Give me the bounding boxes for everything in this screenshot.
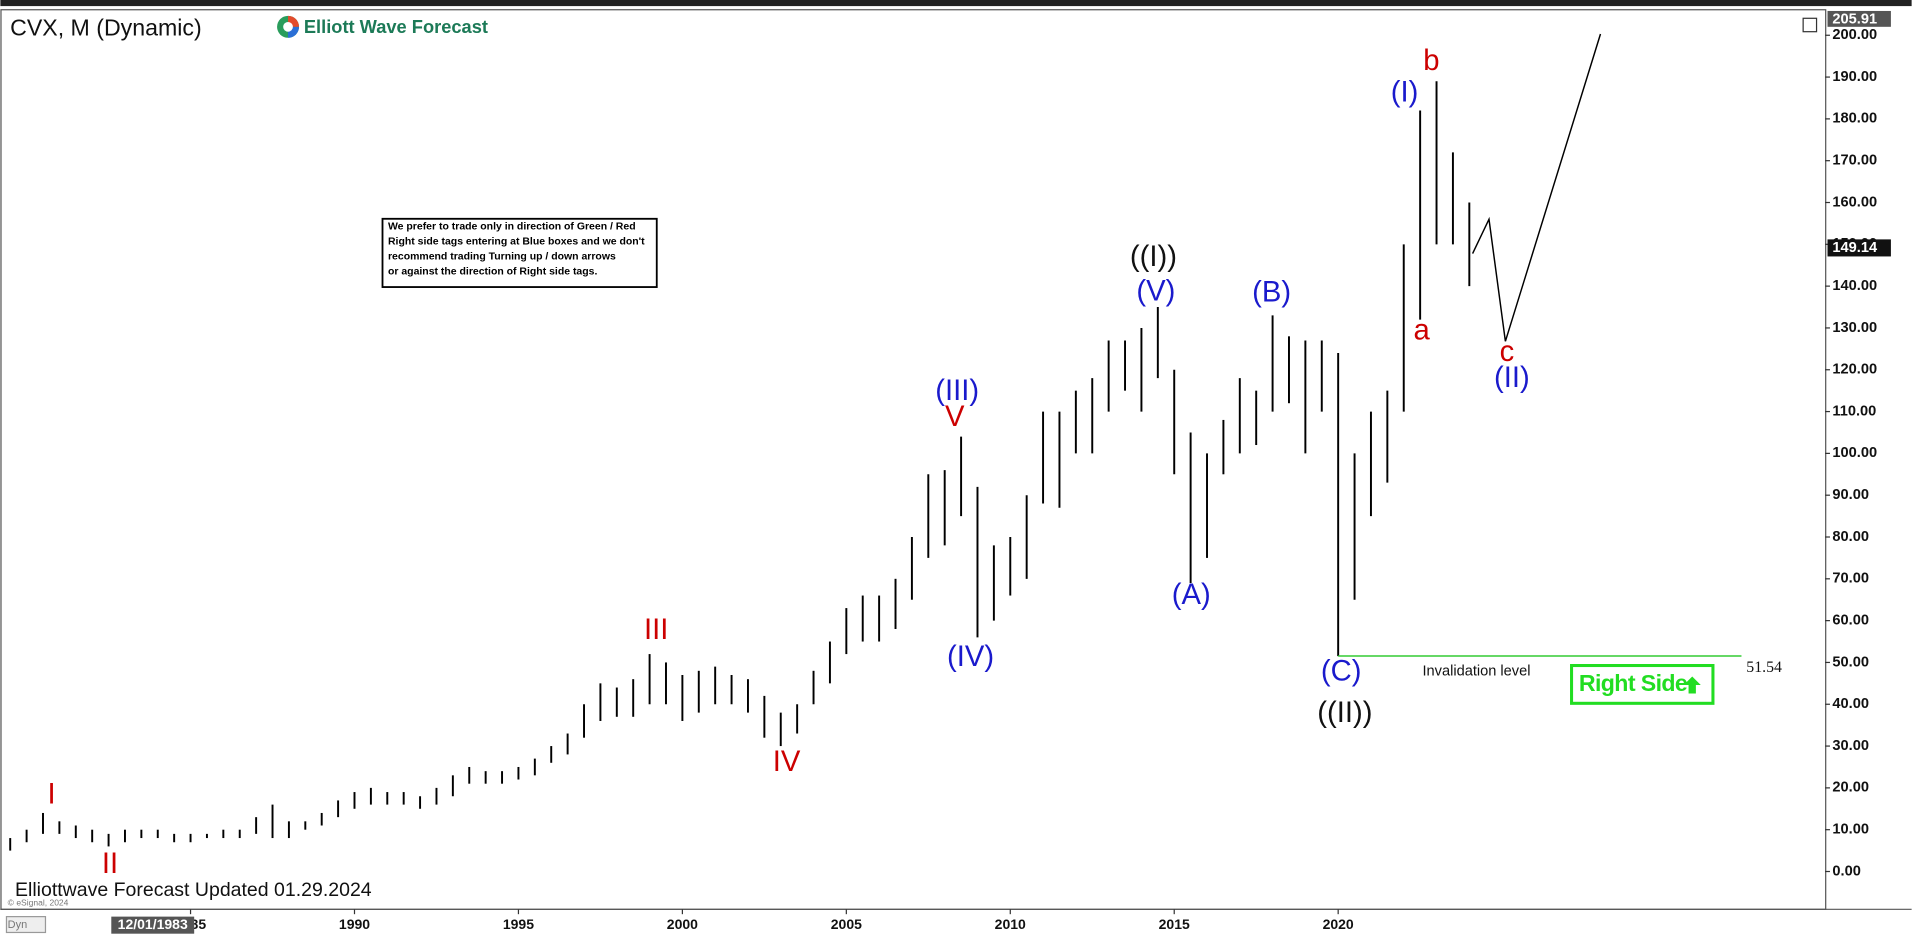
y-tick-label: 190.00 <box>1832 69 1877 85</box>
footer: Elliottwave Forecast Updated 01.29.2024 <box>15 879 372 901</box>
x-tick-label: 1995 <box>503 916 534 932</box>
wave-label: ((II)) <box>1317 697 1372 729</box>
note: We prefer to trade only in direction of … <box>388 221 645 277</box>
window-icon <box>1802 17 1818 33</box>
y-tick-label: 110.00 <box>1832 403 1876 419</box>
max-price-label: 205.91 <box>1832 11 1877 27</box>
brand-name: Elliott Wave Forecast <box>304 16 488 37</box>
x-tick-label: 2020 <box>1323 916 1354 932</box>
y-tick-label: 10.00 <box>1832 822 1869 838</box>
invalidation-label: Invalidation level <box>1422 664 1530 680</box>
y-tick-label: 20.00 <box>1832 780 1869 796</box>
mode-box <box>5 916 47 934</box>
invalidation-value: 51.54 <box>1746 659 1782 676</box>
x-tick-label: 2015 <box>1159 916 1190 932</box>
x-tick-label: 2000 <box>667 916 698 932</box>
wave-label: III <box>644 614 668 646</box>
x-tick-label: 2005 <box>831 916 862 932</box>
y-tick-label: 30.00 <box>1832 738 1869 754</box>
max-price-box <box>1827 10 1891 27</box>
y-tick-label: 120.00 <box>1832 362 1877 378</box>
wave-label: b <box>1423 45 1439 77</box>
note-line: We prefer to trade only in direction of … <box>388 221 636 232</box>
y-tick-label: 100.00 <box>1832 445 1877 461</box>
wave-label: (B) <box>1252 276 1291 308</box>
y-tick-label: 160.00 <box>1832 194 1877 210</box>
wave-label: I <box>47 779 55 811</box>
copyright: © eSignal, 2024 <box>8 897 69 907</box>
top-bar <box>0 0 1912 7</box>
wave-label: (I) <box>1391 77 1419 109</box>
y-tick-label: 70.00 <box>1832 571 1869 587</box>
wave-label: c <box>1500 336 1515 368</box>
wave-label: a <box>1413 314 1430 346</box>
wave-label: V <box>945 401 965 433</box>
note-line: recommend trading Turning up / down arro… <box>388 251 616 262</box>
note-box <box>381 217 658 288</box>
chart-title: CVX, M (Dynamic) <box>10 14 202 40</box>
wave-label: (V) <box>1136 275 1175 307</box>
plot <box>9 33 1742 851</box>
cursor-date: 12/01/1983 <box>118 916 188 932</box>
projection-line <box>1471 33 1602 342</box>
y-tick-label: 60.00 <box>1832 612 1869 628</box>
y-tick-label: 80.00 <box>1832 529 1869 545</box>
y-tick-label: 50.00 <box>1832 654 1869 670</box>
wave-label: (C) <box>1321 656 1362 688</box>
wave-label: (II) <box>1494 362 1530 394</box>
last-price-label: 149.14 <box>1832 240 1878 256</box>
wave-label: ((I)) <box>1130 241 1177 273</box>
wave-label: (A) <box>1172 579 1211 611</box>
y-tick-label: 40.00 <box>1832 696 1869 712</box>
y-tick-label: 180.00 <box>1832 111 1877 127</box>
note-line: or against the direction of Right side t… <box>388 266 597 277</box>
right-side-label: Right Side <box>1579 670 1688 696</box>
wave-label: II <box>102 848 118 880</box>
y-tick-label: 0.00 <box>1832 863 1860 879</box>
mode-label: Dyn <box>8 919 28 931</box>
wave-label: IV <box>773 746 801 778</box>
cursor-date-box <box>111 916 195 934</box>
y-tick-label: 170.00 <box>1832 153 1877 169</box>
wave-label: (III) <box>935 375 979 407</box>
y-tick-label: 140.00 <box>1832 278 1877 294</box>
y-tick-label: 200.00 <box>1832 27 1877 43</box>
y-tick-label: 130.00 <box>1832 320 1877 336</box>
last-price-box <box>1827 239 1891 257</box>
x-tick-label: 2010 <box>995 916 1026 932</box>
note-line: Right side tags entering at Blue boxes a… <box>388 236 645 247</box>
x-tick-label: 1990 <box>339 916 370 932</box>
y-tick-label: 90.00 <box>1832 487 1869 503</box>
wave-label: (IV) <box>947 641 994 673</box>
brand-logo: Elliott Wave Forecast <box>277 15 488 38</box>
